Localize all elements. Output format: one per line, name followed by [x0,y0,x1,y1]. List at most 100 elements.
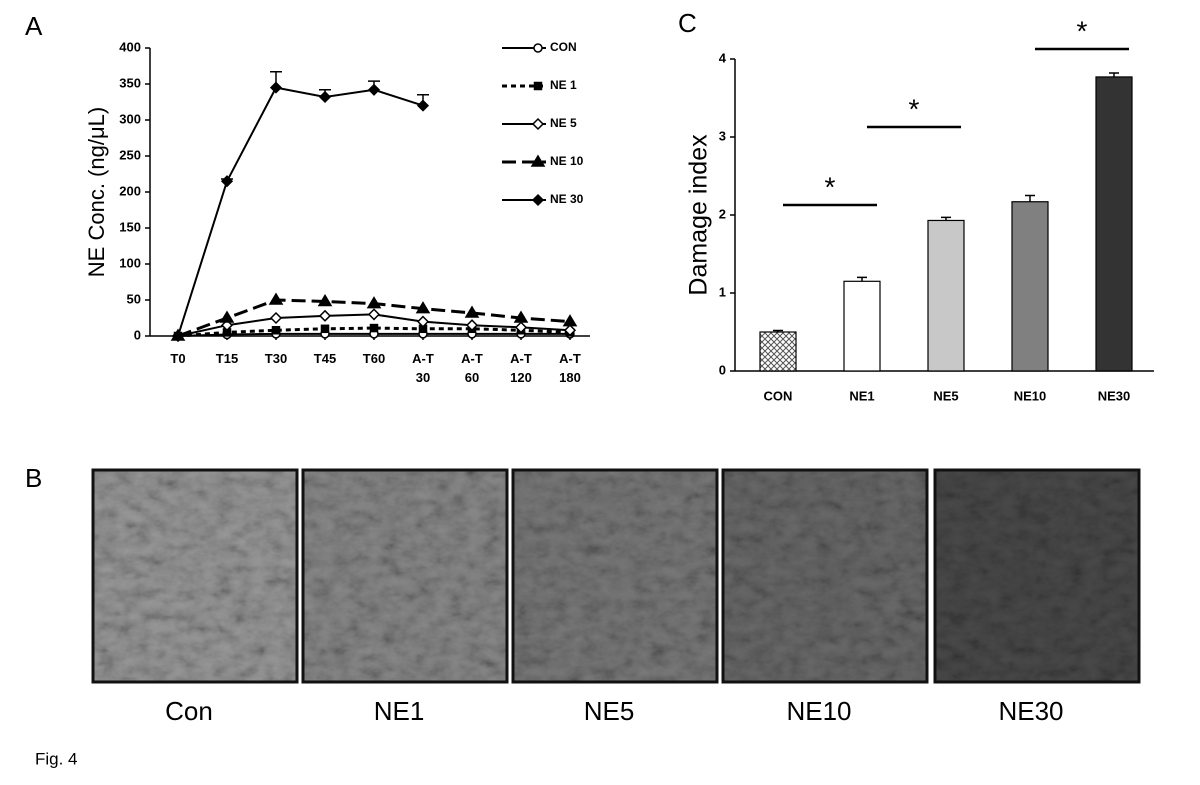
micrograph-row: Con NE1 NE5 NE10 NE30 [91,468,1141,726]
legend-marker [530,154,546,167]
series-line [177,326,571,338]
marker [220,175,234,188]
error-bar [773,329,783,332]
marker [562,314,578,327]
y-tick-label: 150 [119,219,141,234]
marker [318,309,332,322]
micrograph-caption: NE10 [786,696,851,726]
y-tick-label: 400 [119,39,141,54]
y-tick-label: 4 [719,50,727,65]
x-tick-label: T60 [363,351,385,366]
marker [416,315,430,328]
y-axis-label: NE Conc. (ng/μL) [84,107,109,277]
micrograph-frame [511,468,719,684]
y-tick-label: 3 [719,128,726,143]
panel-label: A [25,11,43,41]
marker [367,83,381,96]
x-tick-label: NE10 [1014,388,1047,403]
micrograph-caption: NE1 [374,696,425,726]
legend-label: NE 5 [550,116,577,130]
x-tick-label: T45 [314,351,336,366]
x-tick-label: T15 [216,351,238,366]
marker [367,308,381,321]
bar [759,331,797,372]
x-tick-label: NE5 [933,388,958,403]
marker [464,305,480,318]
micrograph-caption: NE5 [584,696,635,726]
x-tick-label: A-T 180 [559,351,581,385]
marker [415,301,431,314]
marker [318,90,332,104]
marker [219,310,235,323]
y-tick-label: 50 [127,291,141,306]
significance-label: * [909,93,920,124]
y-tick-label: 2 [719,206,726,221]
error-bar [1025,194,1035,202]
micrograph-frame [933,468,1141,684]
y-tick-label: 0 [134,327,141,342]
legend-label: NE 1 [550,78,577,92]
x-tick-label: A-T 120 [510,351,532,385]
x-tick-label: A-T 60 [461,351,483,385]
y-axis-label: Damage index [685,134,713,296]
marker [416,99,430,112]
y-tick-label: 0 [719,362,726,377]
marker [269,81,283,94]
marker [513,310,529,323]
y-tick-label: 350 [119,75,141,90]
panel-label: B [25,463,42,493]
legend-label: CON [550,40,577,54]
marker [268,292,284,305]
x-tick-label: T30 [265,351,287,366]
y-tick-label: 200 [119,183,141,198]
micrograph-texture [935,470,1139,682]
error-bar [857,276,867,282]
marker [271,325,281,335]
x-tick-label: T0 [170,351,185,366]
x-tick-label: A-T 30 [412,351,434,385]
micrograph-frame [301,468,509,684]
legend-label: NE 10 [550,154,584,168]
micrograph-frame [91,468,299,684]
marker [563,324,577,337]
x-tick-label: CON [764,388,793,403]
micrograph-caption: NE30 [998,696,1063,726]
y-tick-label: 250 [119,147,141,162]
micrograph-texture [513,470,717,682]
legend-marker [533,81,543,91]
bar [843,280,881,372]
legend-label: NE 30 [550,192,584,206]
significance-label: * [825,171,836,202]
marker [317,293,333,307]
marker [369,323,379,333]
y-tick-label: 100 [119,255,141,270]
marker [366,296,382,309]
bar [1011,201,1049,372]
bar [927,219,965,372]
legend-marker [533,43,543,53]
micrograph-texture [303,470,507,682]
micrograph-frame [721,468,929,684]
figure-label: Fig. 4 [35,749,78,768]
micrograph-texture [723,470,927,682]
x-tick-label: NE1 [849,388,874,403]
marker [320,324,330,334]
marker [269,311,283,325]
panel-label: C [678,8,697,38]
series-line [177,86,424,337]
micrograph-texture [93,470,297,682]
error-bar [941,216,951,221]
marker [171,329,185,343]
y-tick-label: 300 [119,111,141,126]
marker [514,321,528,334]
marker [465,319,479,332]
significance-label: * [1077,15,1088,46]
micrograph-caption: Con [165,696,213,726]
y-tick-label: 1 [719,284,726,299]
bar [1095,76,1133,372]
x-tick-label: NE30 [1098,388,1131,403]
legend-marker [531,117,545,131]
error-bar [1109,72,1119,77]
legend-marker [531,193,545,207]
